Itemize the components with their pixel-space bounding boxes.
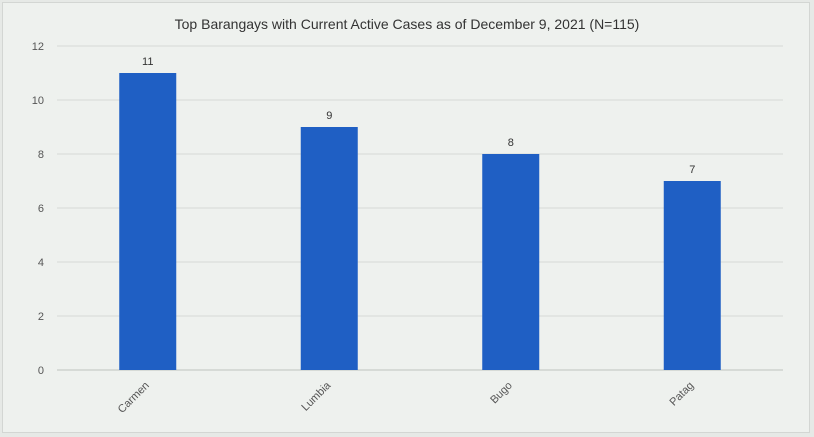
x-tick-label: Carmen bbox=[116, 380, 152, 416]
y-tick-label: 0 bbox=[38, 365, 44, 377]
y-tick-label: 8 bbox=[38, 149, 44, 161]
data-label: 11 bbox=[142, 56, 153, 68]
y-tick-label: 10 bbox=[32, 95, 44, 107]
y-tick-label: 12 bbox=[32, 41, 44, 53]
bar bbox=[482, 154, 540, 370]
x-tick-label: Lumbia bbox=[299, 379, 334, 414]
y-tick-label: 2 bbox=[38, 311, 44, 323]
data-label: 9 bbox=[326, 110, 332, 122]
data-label: 8 bbox=[508, 137, 514, 149]
x-tick-label: Patag bbox=[668, 380, 697, 409]
y-tick-label: 6 bbox=[38, 203, 44, 215]
bar bbox=[300, 127, 358, 370]
y-tick-label: 4 bbox=[38, 257, 44, 269]
x-tick-label: Bugo bbox=[488, 380, 515, 407]
bar bbox=[663, 181, 721, 370]
bar bbox=[119, 73, 177, 370]
data-label: 7 bbox=[689, 164, 695, 176]
chart-title: Top Barangays with Current Active Cases … bbox=[174, 16, 640, 32]
